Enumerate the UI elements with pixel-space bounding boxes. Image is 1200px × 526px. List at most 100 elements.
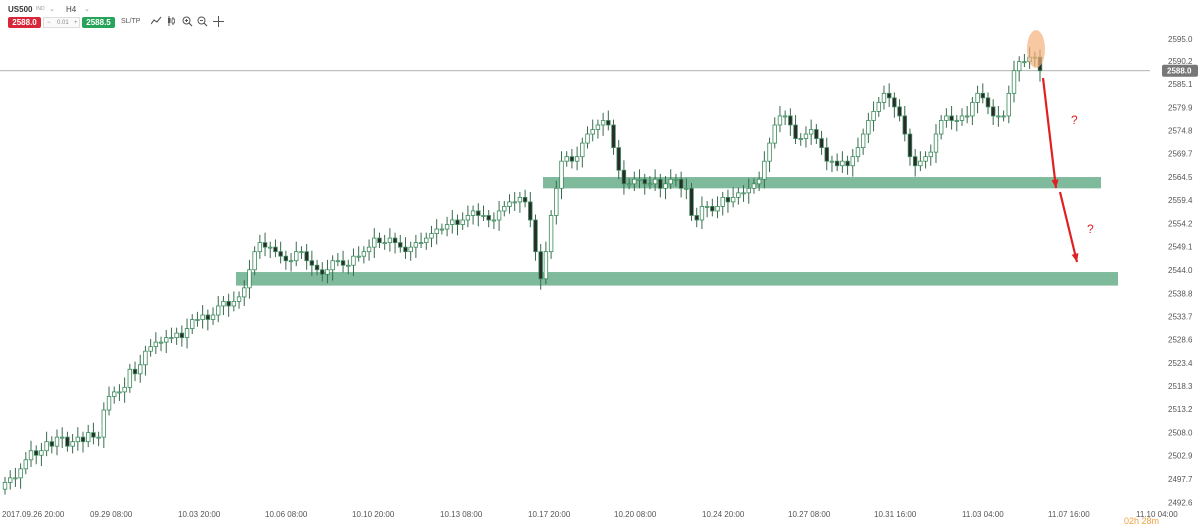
volume-decrease-button[interactable]: − xyxy=(47,20,51,26)
candle-body xyxy=(247,269,252,289)
y-tick-label: 2559.4 xyxy=(1168,196,1193,205)
candle-body xyxy=(164,337,169,343)
candle-body xyxy=(782,115,788,118)
candle-body xyxy=(216,305,221,316)
candle-body xyxy=(892,97,897,108)
candle-body xyxy=(772,124,777,144)
candle-body xyxy=(75,436,81,443)
x-tick-label: 10.27 08:00 xyxy=(788,510,831,519)
candle-body xyxy=(330,260,335,271)
volume-increase-button[interactable]: + xyxy=(74,20,78,26)
candle-body xyxy=(148,346,153,352)
timeframe-selector[interactable]: H4 xyxy=(66,5,77,14)
candle-body xyxy=(340,260,346,266)
question-mark: ? xyxy=(1087,222,1094,236)
candle-body xyxy=(1022,61,1027,64)
symbol-name[interactable]: US500 xyxy=(8,5,33,14)
candle-body xyxy=(689,187,694,216)
candle-body xyxy=(970,101,975,117)
y-tick-label: 2549.1 xyxy=(1168,243,1193,252)
candle-body xyxy=(158,341,164,344)
candle-body xyxy=(678,178,684,189)
sell-button[interactable]: 2588.0 xyxy=(8,17,41,28)
y-tick-label: 2518.3 xyxy=(1168,382,1193,391)
candle-body xyxy=(564,156,569,162)
candles-icon[interactable] xyxy=(166,16,178,28)
candle-body xyxy=(190,319,195,329)
candle-body xyxy=(491,219,497,222)
x-tick-label: 10.31 16:00 xyxy=(874,510,917,519)
candle-body xyxy=(1001,115,1006,118)
candle-body xyxy=(13,477,18,480)
sltp-button[interactable]: SL/TP xyxy=(121,18,141,25)
chart-toolbar: US500 IND ⌄ H4 ⌄ 2588.0 − 0.01 + 2588.5 … xyxy=(0,0,1200,36)
candle-body xyxy=(424,237,429,244)
y-tick-label: 2569.7 xyxy=(1168,150,1193,159)
candle-body xyxy=(637,178,642,181)
candle-body xyxy=(132,368,138,375)
candle-body xyxy=(351,255,356,266)
candle-body xyxy=(673,178,679,181)
candle-body xyxy=(767,142,772,162)
candle-body xyxy=(96,436,101,439)
candle-body xyxy=(897,106,902,117)
candle-body xyxy=(278,251,283,257)
highlight-circle xyxy=(1027,30,1045,68)
candle-body xyxy=(117,391,122,394)
timeframe-chevron-down-icon[interactable]: ⌄ xyxy=(84,6,90,13)
x-tick-label: 10.06 08:00 xyxy=(265,510,308,519)
symbol-chevron-down-icon[interactable]: ⌄ xyxy=(49,6,55,13)
x-tick-label: 10.03 20:00 xyxy=(178,510,221,519)
candle-body xyxy=(408,246,413,253)
candle-body xyxy=(1016,61,1022,72)
candle-body xyxy=(346,264,351,267)
x-tick-label: 11.03 04:00 xyxy=(962,510,1004,519)
candle-body xyxy=(382,242,387,245)
y-tick-label: 2574.8 xyxy=(1168,126,1193,135)
candle-body xyxy=(455,219,460,225)
candle-body xyxy=(299,251,304,254)
y-tick-label: 2497.7 xyxy=(1168,475,1193,484)
candle-body xyxy=(762,160,767,180)
candle-body xyxy=(829,160,835,163)
volume-stepper[interactable]: − 0.01 + xyxy=(43,17,80,28)
x-tick-label: 10.13 08:00 xyxy=(440,510,483,519)
y-tick-label: 2513.2 xyxy=(1168,405,1193,414)
candle-body xyxy=(398,242,403,248)
candle-body xyxy=(387,237,393,244)
candle-body xyxy=(512,201,517,204)
x-tick-label: 10.24 20:00 xyxy=(702,510,745,519)
candle-body xyxy=(273,246,278,253)
y-tick-label: 2508.0 xyxy=(1168,429,1193,438)
candle-body xyxy=(777,115,783,126)
candle-body xyxy=(990,106,996,117)
candle-body xyxy=(954,120,959,122)
down-arrow xyxy=(1058,191,1079,263)
candle-body xyxy=(377,237,382,244)
candle-body xyxy=(242,287,247,298)
line-chart-icon[interactable] xyxy=(150,16,162,28)
candle-body xyxy=(60,436,65,439)
buy-button[interactable]: 2588.5 xyxy=(82,17,115,28)
candle-body xyxy=(949,115,954,121)
candle-body xyxy=(663,183,668,189)
candle-body xyxy=(231,301,237,307)
candle-body xyxy=(101,409,107,438)
zoom-in-icon[interactable] xyxy=(181,16,193,28)
candle-body xyxy=(918,160,923,167)
candle-body xyxy=(496,210,502,221)
candle-body xyxy=(933,133,939,153)
candle-body xyxy=(803,133,809,139)
candle-body xyxy=(606,120,611,126)
candle-body xyxy=(985,97,991,108)
support-zone xyxy=(543,177,1101,189)
volume-input[interactable]: 0.01 xyxy=(57,20,69,26)
candle-body xyxy=(912,156,918,167)
y-tick-label: 2492.6 xyxy=(1168,498,1193,507)
zoom-out-icon[interactable] xyxy=(196,16,208,28)
candle-body xyxy=(434,228,439,234)
candle-body xyxy=(834,160,840,167)
crosshair-icon[interactable] xyxy=(212,16,224,28)
candle-body xyxy=(450,219,455,225)
